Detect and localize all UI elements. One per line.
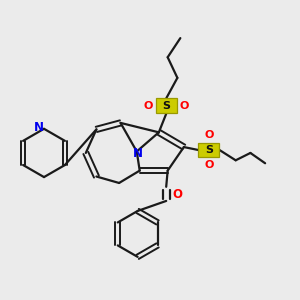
Text: N: N bbox=[133, 147, 143, 160]
Text: O: O bbox=[204, 130, 214, 140]
Text: S: S bbox=[205, 145, 213, 155]
Text: O: O bbox=[204, 160, 214, 170]
Text: O: O bbox=[180, 101, 189, 111]
Text: O: O bbox=[172, 188, 182, 201]
Text: S: S bbox=[162, 101, 170, 111]
Bar bbox=[198, 142, 220, 158]
Text: O: O bbox=[143, 101, 153, 111]
Text: N: N bbox=[34, 121, 44, 134]
Bar bbox=[156, 98, 177, 113]
